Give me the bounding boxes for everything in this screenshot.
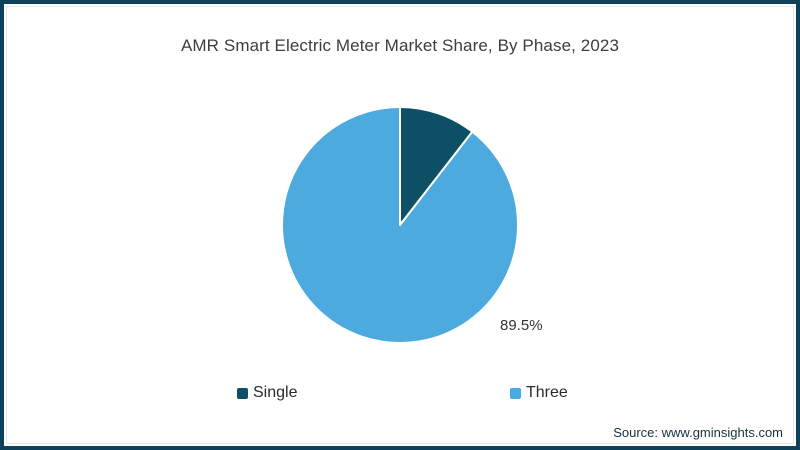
legend: Single Three bbox=[4, 384, 796, 408]
legend-swatch-single bbox=[237, 387, 248, 399]
chart-title: AMR Smart Electric Meter Market Share, B… bbox=[180, 36, 619, 55]
legend-item-single[interactable]: Single bbox=[237, 384, 297, 402]
pie-slice-single[interactable] bbox=[399, 106, 474, 226]
legend-label-three: Three bbox=[526, 384, 568, 401]
pie-slice-three[interactable] bbox=[281, 106, 519, 344]
legend-swatch-three bbox=[510, 387, 521, 399]
legend-item-three[interactable]: Three bbox=[510, 384, 568, 402]
legend-label-single: Single bbox=[253, 384, 298, 401]
pie-chart bbox=[281, 106, 519, 344]
pie-data-label-three: 89.5% bbox=[500, 317, 543, 334]
source-credit: Source: www.gminsights.com bbox=[613, 425, 783, 440]
